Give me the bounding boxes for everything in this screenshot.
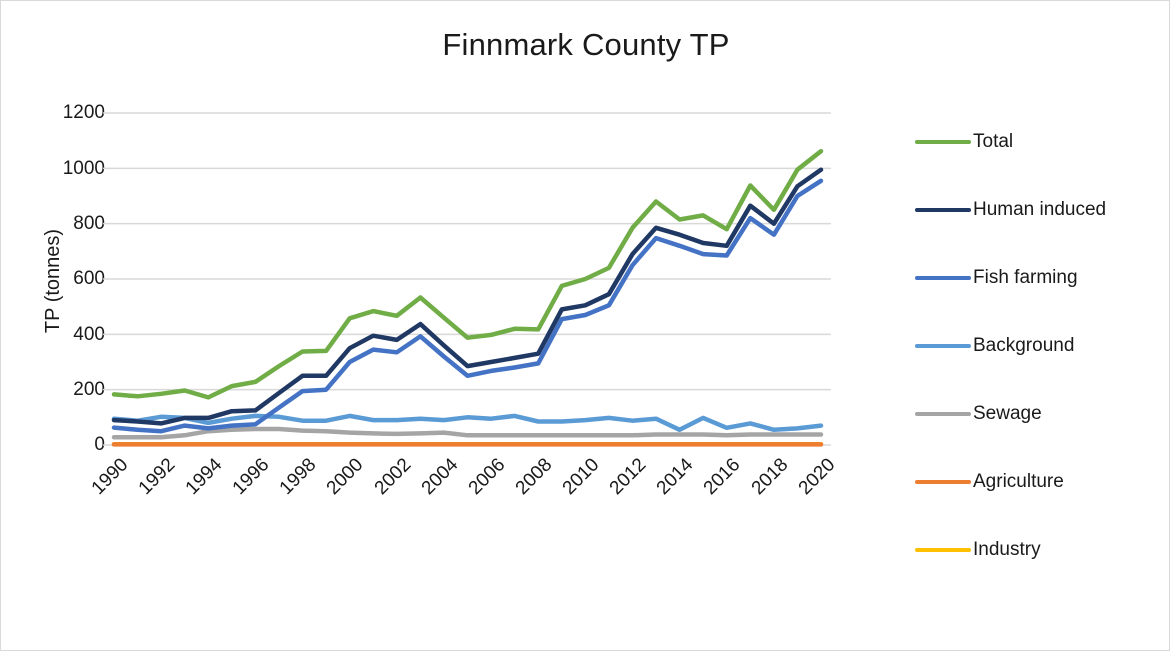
legend-label: Industry	[973, 539, 1041, 560]
legend-item-industry: Industry	[915, 538, 1041, 562]
legend-swatch	[915, 276, 971, 280]
legend-swatch	[915, 140, 971, 144]
legend-item-human-induced: Human induced	[915, 198, 1106, 222]
legend-swatch	[915, 412, 971, 416]
legend-swatch	[915, 344, 971, 348]
legend-item-sewage: Sewage	[915, 402, 1042, 426]
series-line-sewage	[111, 426, 824, 440]
y-tick: 200	[73, 379, 105, 400]
series-line-human-induced	[111, 167, 824, 426]
y-tick: 0	[94, 434, 105, 455]
y-tick: 1200	[62, 102, 105, 123]
series-line-fish-farming	[111, 178, 824, 434]
legend-item-background: Background	[915, 334, 1074, 358]
series-line-total	[111, 148, 824, 400]
legend-swatch	[915, 548, 971, 552]
legend-swatch	[915, 480, 971, 484]
legend-label: Total	[973, 131, 1014, 152]
legend-label: Background	[973, 335, 1075, 356]
chart-title: Finnmark County TP	[442, 27, 730, 62]
legend-label: Fish farming	[973, 267, 1078, 288]
y-tick: 600	[73, 268, 105, 289]
legend-label: Human induced	[973, 199, 1107, 220]
legend-item-fish-farming: Fish farming	[915, 266, 1078, 290]
legend-swatch	[915, 208, 971, 212]
y-tick: 400	[73, 324, 105, 345]
y-tick: 800	[73, 213, 105, 234]
legend-label: Sewage	[973, 403, 1042, 424]
legend-item-total: Total	[915, 130, 1013, 154]
legend-label: Agriculture	[973, 471, 1064, 492]
legend-item-agriculture: Agriculture	[915, 470, 1064, 494]
y-tick: 1000	[62, 158, 105, 179]
series-lines	[111, 148, 824, 447]
series-line-background	[111, 413, 824, 433]
